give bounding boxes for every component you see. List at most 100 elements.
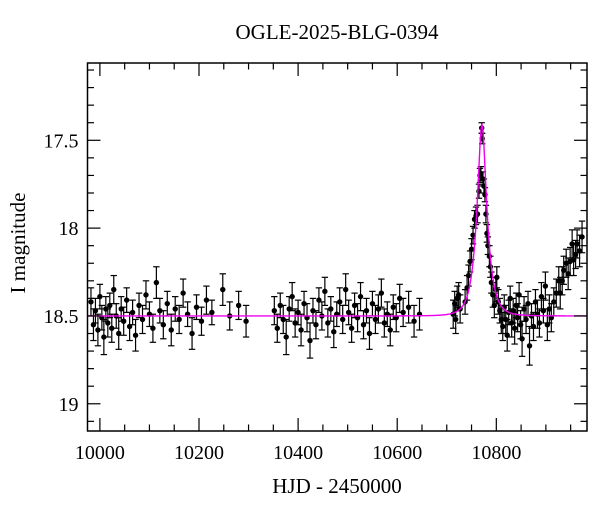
data-point <box>203 297 210 303</box>
data-point <box>95 327 101 333</box>
data-point <box>360 322 367 328</box>
data-point <box>514 315 521 321</box>
tick-label: 10600 <box>372 442 422 464</box>
data-point <box>342 286 349 293</box>
data-point <box>510 307 516 314</box>
data-point <box>295 309 301 316</box>
data-point <box>491 302 498 309</box>
data-point <box>351 302 358 309</box>
data-point <box>111 286 117 293</box>
data-point <box>579 234 585 240</box>
data-point <box>107 302 113 309</box>
data-point <box>120 318 127 324</box>
chart-title: OGLE-2025-BLG-0394 <box>235 20 439 44</box>
data-point <box>498 316 504 323</box>
data-point <box>274 325 280 331</box>
data-point <box>576 248 583 254</box>
data-point <box>153 279 160 286</box>
data-point <box>193 304 200 310</box>
data-point <box>109 325 115 331</box>
data-point <box>465 272 472 279</box>
data-point <box>316 297 322 303</box>
data-point <box>526 343 533 349</box>
data-point <box>542 283 549 289</box>
data-point <box>298 327 304 333</box>
data-point <box>557 290 563 296</box>
data-point <box>516 292 522 298</box>
data-point <box>572 251 579 258</box>
data-point <box>322 288 328 295</box>
tick-labels: 10000 10200 10400 10600 10800 17.5 18 18.5 19 <box>44 130 522 464</box>
data-point <box>570 257 577 263</box>
data-point <box>90 322 97 328</box>
data-point <box>180 290 186 296</box>
data-point <box>289 293 295 300</box>
data-point <box>103 306 109 312</box>
data-point <box>375 306 382 312</box>
data-point <box>532 299 539 305</box>
data-point <box>480 176 486 182</box>
data-point <box>150 325 156 331</box>
data-point <box>345 309 352 316</box>
tick-label: 17.5 <box>44 130 79 152</box>
data-point <box>536 320 543 326</box>
data-point <box>292 320 298 326</box>
data-point <box>168 327 174 333</box>
data-point <box>280 316 286 323</box>
tick-label: 10400 <box>273 442 323 464</box>
axis-ticks <box>87 63 587 431</box>
data-point <box>400 309 406 316</box>
data-point <box>157 307 163 314</box>
data-point <box>508 320 515 326</box>
model-curve <box>87 123 587 317</box>
plot-frame <box>86 62 588 432</box>
data-point <box>337 299 343 305</box>
data-point <box>553 290 559 296</box>
tick-label: 10200 <box>174 442 224 464</box>
data-point <box>455 292 462 298</box>
error-bars <box>87 122 586 366</box>
data-point <box>500 323 506 330</box>
data-point <box>569 241 575 247</box>
data-point <box>363 307 370 314</box>
x-axis-label: HJD - 2450000 <box>272 474 402 498</box>
data-point <box>507 295 513 302</box>
data-point <box>220 286 226 293</box>
data-point <box>235 302 242 309</box>
data-point <box>331 329 337 335</box>
data-point <box>451 300 458 307</box>
data-point <box>307 337 313 344</box>
data-point <box>366 330 373 337</box>
data-point <box>565 271 571 277</box>
data-point <box>474 211 481 217</box>
data-point <box>574 241 580 247</box>
data-point <box>277 302 283 309</box>
data-point <box>540 307 547 314</box>
data-point <box>411 318 417 324</box>
data-point <box>486 253 493 259</box>
data-point <box>494 274 500 281</box>
data-point <box>328 306 334 312</box>
data-point <box>390 304 396 310</box>
data-point <box>468 246 475 252</box>
tick-label: 18.5 <box>44 306 79 328</box>
data-point <box>129 309 136 316</box>
data-point <box>525 300 531 307</box>
tick-label: 10000 <box>75 442 125 464</box>
data-point <box>357 293 364 300</box>
data-point <box>378 290 385 296</box>
data-point <box>139 316 146 323</box>
data-point <box>513 302 519 309</box>
model-curve-group <box>87 123 587 317</box>
data-point <box>478 170 484 177</box>
data-point <box>132 332 139 338</box>
data-point <box>160 322 167 328</box>
data-point <box>372 316 379 323</box>
data-point <box>286 306 292 312</box>
data-point <box>189 330 195 337</box>
data-point <box>497 307 503 314</box>
data-point <box>538 293 545 300</box>
data-point <box>405 304 412 310</box>
